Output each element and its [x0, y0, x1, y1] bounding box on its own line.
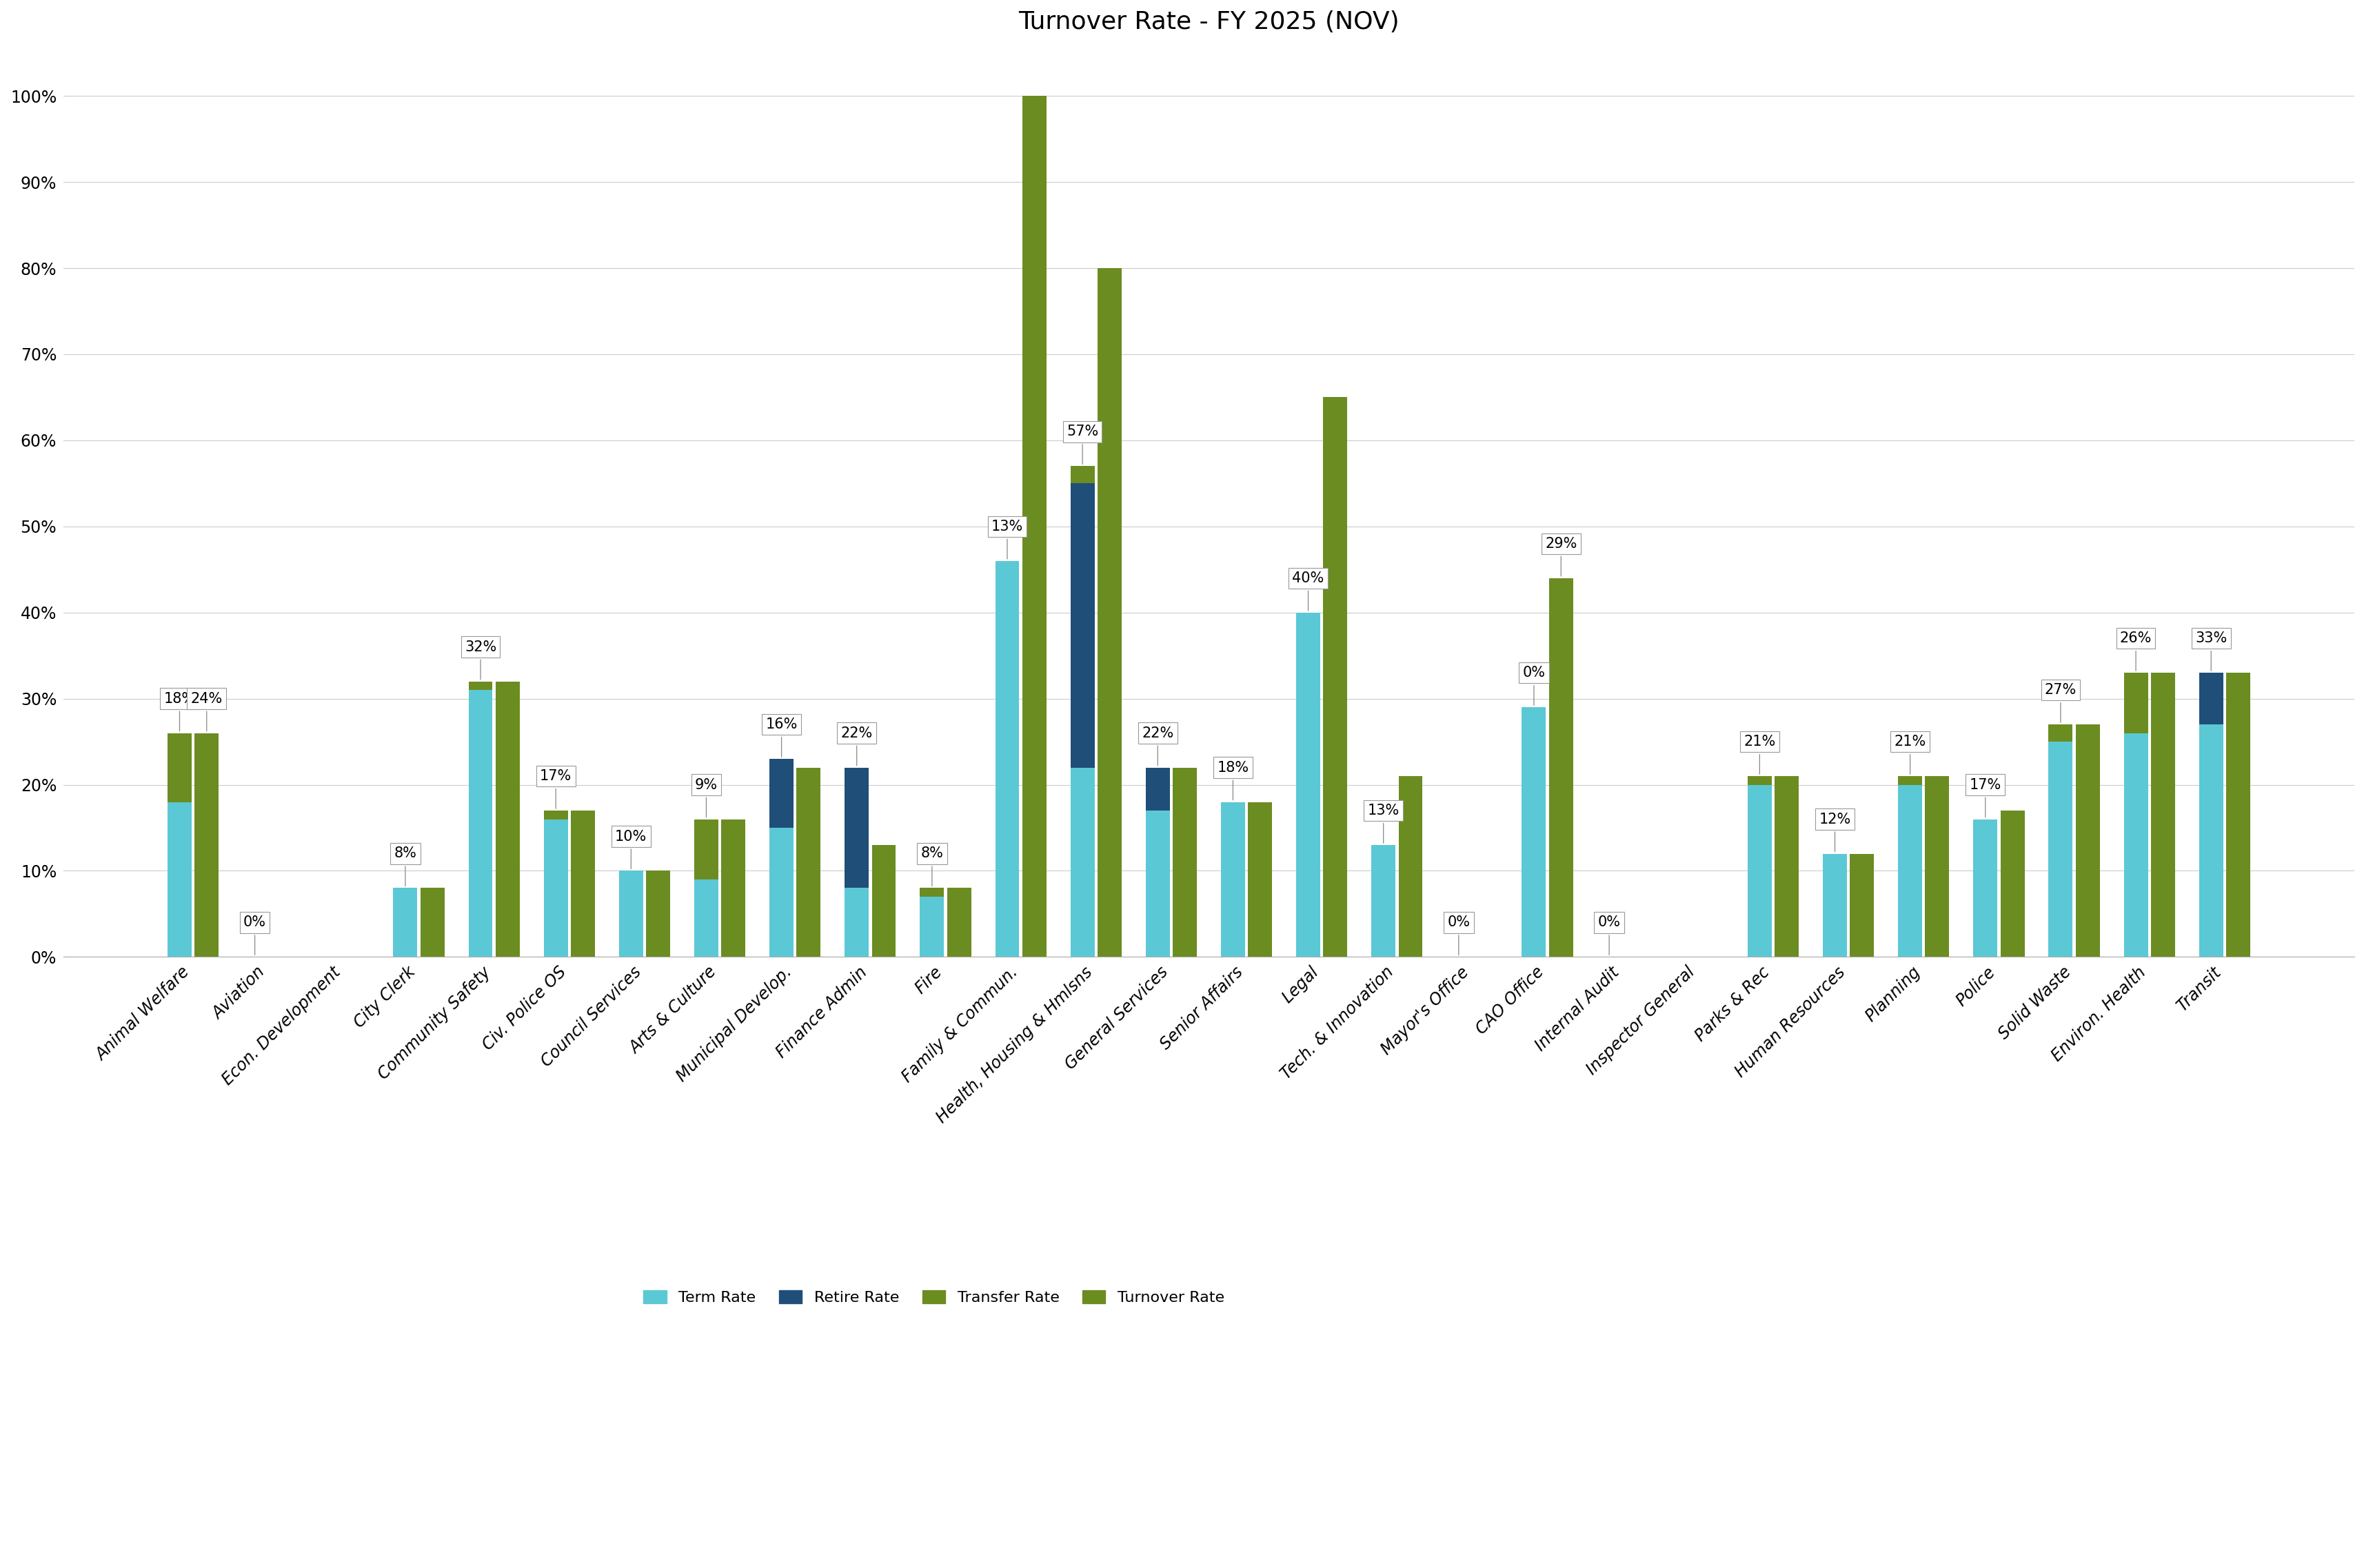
Bar [995, 561, 1019, 956]
Bar [1097, 268, 1121, 956]
Bar [2151, 673, 2175, 956]
Text: 24%: 24% [191, 691, 222, 731]
Bar [2199, 724, 2222, 956]
Bar [1173, 767, 1196, 956]
Bar [920, 887, 943, 897]
Bar [570, 811, 596, 956]
Text: 40%: 40% [1291, 571, 1324, 610]
Text: 8%: 8% [395, 847, 416, 886]
Bar [194, 734, 217, 956]
Bar [1371, 845, 1395, 956]
Bar [2076, 724, 2099, 956]
Bar [468, 690, 492, 956]
Bar [544, 811, 567, 818]
Text: 22%: 22% [842, 726, 872, 765]
Text: 13%: 13% [991, 519, 1024, 558]
Bar [2123, 673, 2147, 734]
Text: 26%: 26% [2118, 632, 2151, 671]
Bar [1898, 784, 1922, 956]
Bar [544, 818, 567, 956]
Bar [768, 828, 794, 956]
Bar [844, 767, 868, 887]
Bar [1849, 853, 1872, 956]
Bar [844, 887, 868, 956]
Bar [1397, 776, 1423, 956]
Text: 57%: 57% [1066, 425, 1099, 464]
Text: 9%: 9% [695, 778, 719, 817]
Bar [721, 818, 745, 956]
Bar [2123, 734, 2147, 956]
Bar [1021, 96, 1045, 956]
Text: 21%: 21% [1742, 735, 1775, 775]
Text: 18%: 18% [1217, 760, 1248, 800]
Bar [1071, 767, 1095, 956]
Bar [768, 759, 794, 828]
Bar [797, 767, 820, 956]
Bar [168, 801, 191, 956]
Bar [695, 818, 719, 880]
Bar [2047, 742, 2071, 956]
Title: Turnover Rate - FY 2025 (NOV): Turnover Rate - FY 2025 (NOV) [1019, 11, 1399, 34]
Text: 13%: 13% [1366, 804, 1399, 844]
Bar [619, 870, 643, 956]
Text: 33%: 33% [2194, 632, 2227, 671]
Bar [1144, 767, 1170, 811]
Bar [1548, 579, 1572, 956]
Text: 18%: 18% [163, 691, 196, 731]
Text: 12%: 12% [1818, 812, 1851, 851]
Bar [920, 897, 943, 956]
Text: 0%: 0% [1522, 666, 1544, 706]
Bar [168, 734, 191, 801]
Bar [1522, 707, 1546, 956]
Text: 0%: 0% [1598, 916, 1619, 955]
Bar [1823, 853, 1846, 956]
Text: 16%: 16% [766, 718, 797, 757]
Bar [2199, 673, 2222, 724]
Bar [468, 682, 492, 690]
Text: 32%: 32% [463, 640, 496, 679]
Bar [1295, 613, 1319, 956]
Text: 0%: 0% [1447, 916, 1470, 955]
Text: 8%: 8% [920, 847, 943, 886]
Text: 17%: 17% [539, 770, 572, 809]
Bar [1924, 776, 1948, 956]
Bar [1248, 801, 1272, 956]
Text: 21%: 21% [1894, 735, 1927, 775]
Bar [392, 887, 416, 956]
Bar [2000, 811, 2024, 956]
Text: 17%: 17% [1969, 778, 2000, 817]
Bar [1773, 776, 1799, 956]
Bar [1747, 784, 1771, 956]
Text: 22%: 22% [1142, 726, 1173, 765]
Bar [695, 880, 719, 956]
Text: 29%: 29% [1544, 536, 1577, 575]
Bar [1071, 483, 1095, 767]
Legend: Term Rate, Retire Rate, Transfer Rate, Turnover Rate: Term Rate, Retire Rate, Transfer Rate, T… [636, 1284, 1229, 1311]
Bar [1144, 811, 1170, 956]
Bar [1747, 776, 1771, 784]
Bar [496, 682, 520, 956]
Bar [421, 887, 444, 956]
Text: 10%: 10% [615, 829, 648, 869]
Bar [946, 887, 972, 956]
Bar [1972, 818, 1998, 956]
Bar [2047, 724, 2071, 742]
Bar [2225, 673, 2251, 956]
Bar [1324, 397, 1347, 956]
Bar [1220, 801, 1243, 956]
Bar [1898, 776, 1922, 784]
Bar [645, 870, 669, 956]
Bar [1071, 466, 1095, 483]
Text: 0%: 0% [243, 916, 267, 955]
Text: 27%: 27% [2045, 684, 2076, 723]
Bar [872, 845, 896, 956]
